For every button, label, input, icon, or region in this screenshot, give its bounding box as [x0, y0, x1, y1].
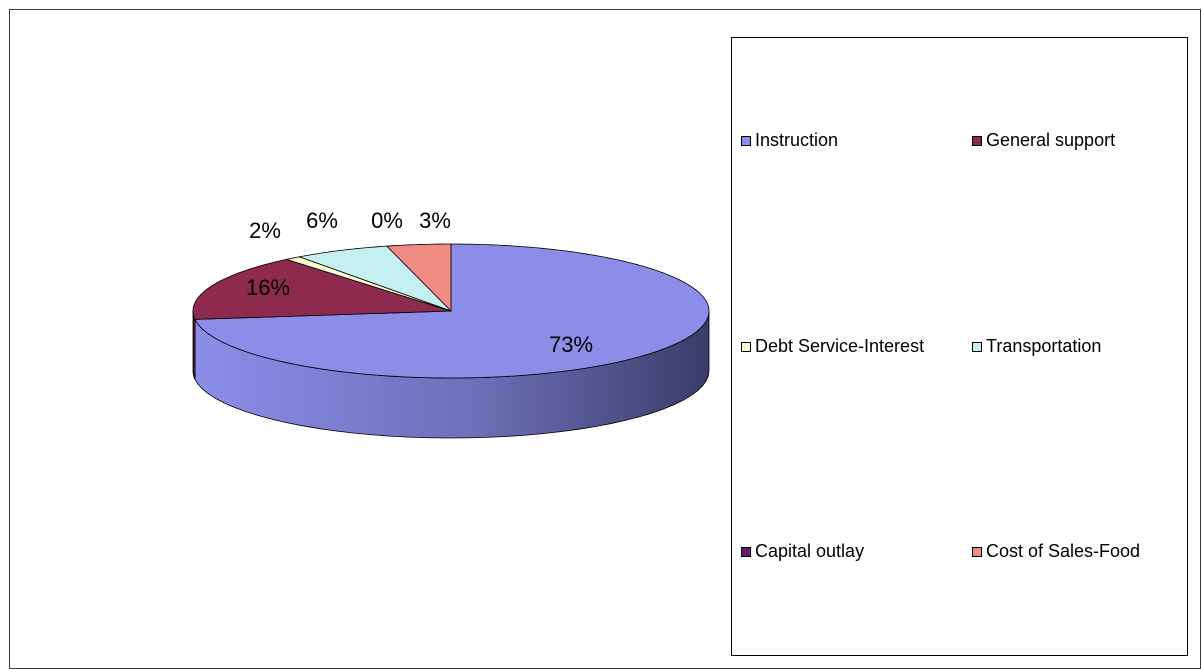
- chart-legend: Instruction General support Debt Service-I…: [731, 37, 1188, 656]
- pie-slice-1: [194, 243, 710, 379]
- legend-item-3: Debt Service-Interest: [741, 336, 924, 357]
- data-label-4: 6%: [306, 208, 338, 233]
- legend-item-4: Transportation: [972, 336, 1101, 357]
- legend-label: Debt Service-Interest: [755, 336, 925, 356]
- pie-slice-4: [297, 245, 452, 312]
- pie-slice-6: [385, 243, 452, 312]
- data-label-5: 0%: [371, 208, 403, 233]
- legend-item-1: Instruction: [741, 130, 838, 151]
- data-label-2: 16%: [246, 275, 290, 300]
- data-label-1: 73%: [549, 332, 593, 357]
- pie-slice-2: [192, 258, 452, 320]
- legend-swatch: [972, 546, 982, 557]
- legend-swatch: [741, 546, 751, 557]
- data-label-3: 2%: [249, 218, 281, 243]
- legend-swatch: [741, 341, 751, 352]
- legend-item-2: General support: [972, 130, 1115, 151]
- legend-item-5: Capital outlay: [741, 541, 864, 562]
- legend-label: Instruction: [755, 130, 839, 150]
- legend-label: Cost of Sales-Food: [986, 541, 1141, 561]
- legend-label: Capital outlay: [755, 541, 865, 561]
- pie-side-2: [192, 311, 196, 380]
- legend-label: Transportation: [986, 336, 1102, 356]
- data-label-6: 3%: [419, 208, 451, 233]
- legend-item-6: Cost of Sales-Food: [972, 541, 1140, 562]
- legend-swatch: [741, 135, 751, 146]
- legend-label: General support: [986, 130, 1116, 150]
- legend-swatch: [972, 135, 982, 146]
- legend-swatch: [972, 341, 982, 352]
